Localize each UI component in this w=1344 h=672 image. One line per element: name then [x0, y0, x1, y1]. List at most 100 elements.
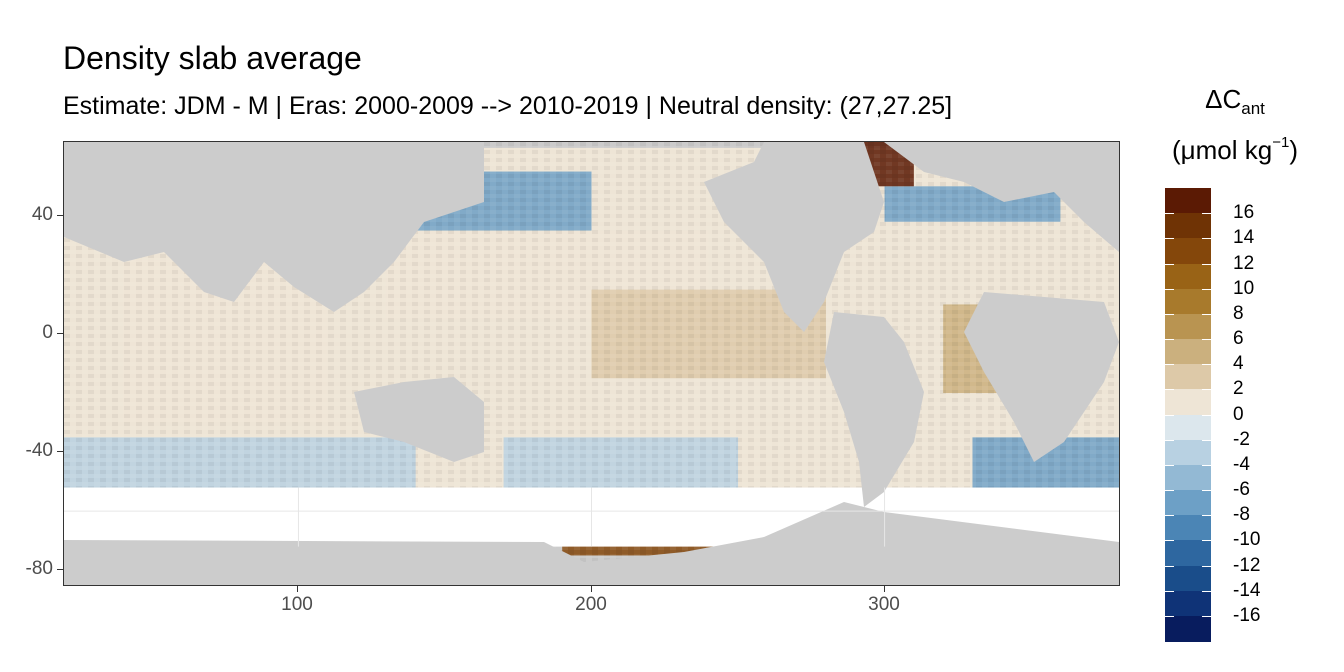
legend-tick — [1202, 540, 1211, 541]
legend-colorbar — [1165, 188, 1211, 642]
legend-tick — [1202, 364, 1211, 365]
legend-tick — [1202, 440, 1211, 441]
legend-tick — [1165, 616, 1174, 617]
land-australia — [354, 377, 484, 462]
legend-title-sub: ant — [1241, 99, 1265, 118]
legend-swatch — [1165, 364, 1211, 391]
legend-tick — [1165, 566, 1174, 567]
map-panel — [63, 141, 1120, 586]
legend-swatch — [1165, 540, 1211, 567]
land-asia — [64, 142, 484, 312]
legend-swatch — [1165, 515, 1211, 542]
land-greenland-europe — [884, 142, 1119, 252]
x-tick-label: 100 — [281, 594, 313, 615]
legend-swatch — [1165, 389, 1211, 416]
legend-swatch — [1165, 565, 1211, 592]
legend-swatch — [1165, 188, 1211, 214]
legend-tick — [1165, 465, 1174, 466]
land-masses — [64, 142, 1119, 585]
grid-lines — [64, 487, 1119, 547]
legend-swatch — [1165, 213, 1211, 240]
legend-label: 2 — [1233, 378, 1244, 399]
y-tick-label: -40 — [25, 440, 53, 461]
y-tick — [57, 451, 63, 452]
chart-subtitle: Estimate: JDM - M | Eras: 2000-2009 --> … — [63, 92, 953, 120]
legend-tick — [1202, 264, 1211, 265]
land-northamerica — [704, 142, 884, 332]
legend-tick — [1202, 213, 1211, 214]
legend-tick — [1202, 515, 1211, 516]
legend-tick — [1202, 238, 1211, 239]
y-tick — [57, 215, 63, 216]
legend-tick — [1165, 238, 1174, 239]
legend-units-close: ) — [1289, 135, 1298, 165]
legend-label: -10 — [1233, 529, 1261, 550]
legend-label: 10 — [1233, 278, 1255, 299]
x-tick — [884, 586, 885, 592]
legend-tick — [1202, 566, 1211, 567]
legend-swatch — [1165, 313, 1211, 340]
legend-label: -14 — [1233, 580, 1261, 601]
legend-label: 12 — [1233, 253, 1255, 274]
legend-label: -6 — [1233, 479, 1250, 500]
y-tick — [57, 569, 63, 570]
legend-tick — [1202, 339, 1211, 340]
y-tick-label: 0 — [42, 322, 53, 343]
legend-label: 0 — [1233, 404, 1244, 425]
legend-tick — [1202, 415, 1211, 416]
legend-swatch — [1165, 615, 1211, 642]
legend-swatch — [1165, 490, 1211, 516]
legend-swatch — [1165, 288, 1211, 315]
legend-title-main: ΔC — [1205, 84, 1242, 114]
legend-label: -12 — [1233, 555, 1261, 576]
legend-swatch — [1165, 263, 1211, 290]
legend-label: 16 — [1233, 202, 1255, 223]
x-tick — [297, 586, 298, 592]
x-tick — [591, 586, 592, 592]
legend-units: (μmol kg−1) — [1145, 134, 1325, 166]
y-tick-label: -80 — [25, 558, 53, 579]
legend-units-text: (μmol kg — [1172, 135, 1273, 165]
legend-tick — [1165, 364, 1174, 365]
legend-tick — [1202, 289, 1211, 290]
legend-swatch — [1165, 339, 1211, 365]
legend-units-sup: −1 — [1272, 134, 1290, 151]
legend-swatch — [1165, 414, 1211, 441]
legend-tick — [1165, 289, 1174, 290]
x-tick-label: 200 — [575, 594, 607, 615]
legend-swatch — [1165, 238, 1211, 265]
y-tick-label: 40 — [31, 204, 53, 225]
land-southamerica — [824, 312, 924, 507]
legend-tick — [1202, 314, 1211, 315]
legend-tick — [1165, 339, 1174, 340]
legend-label: 14 — [1233, 227, 1255, 248]
legend-title: ΔCant — [1145, 84, 1325, 119]
legend-tick — [1202, 591, 1211, 592]
legend-tick — [1202, 616, 1211, 617]
land-africa — [964, 292, 1119, 462]
ocean-map — [64, 142, 1119, 585]
legend-swatch — [1165, 439, 1211, 466]
legend-tick — [1165, 440, 1174, 441]
x-tick-label: 300 — [868, 594, 900, 615]
land-antarctica — [64, 502, 1119, 585]
legend-label: 8 — [1233, 303, 1244, 324]
legend-label: 6 — [1233, 328, 1244, 349]
legend-tick — [1202, 490, 1211, 491]
legend-label: -4 — [1233, 454, 1250, 475]
legend-label: 4 — [1233, 353, 1244, 374]
y-tick — [57, 333, 63, 334]
legend-tick — [1165, 591, 1174, 592]
legend-tick — [1165, 213, 1174, 214]
legend-tick — [1165, 389, 1174, 390]
legend-tick — [1165, 415, 1174, 416]
legend-tick — [1165, 264, 1174, 265]
legend-label: -16 — [1233, 605, 1261, 626]
legend-swatch — [1165, 590, 1211, 617]
legend-tick — [1165, 490, 1174, 491]
legend-swatch — [1165, 464, 1211, 491]
legend-label: -2 — [1233, 429, 1250, 450]
legend-label: -8 — [1233, 504, 1250, 525]
legend-tick — [1165, 540, 1174, 541]
legend-tick — [1202, 389, 1211, 390]
